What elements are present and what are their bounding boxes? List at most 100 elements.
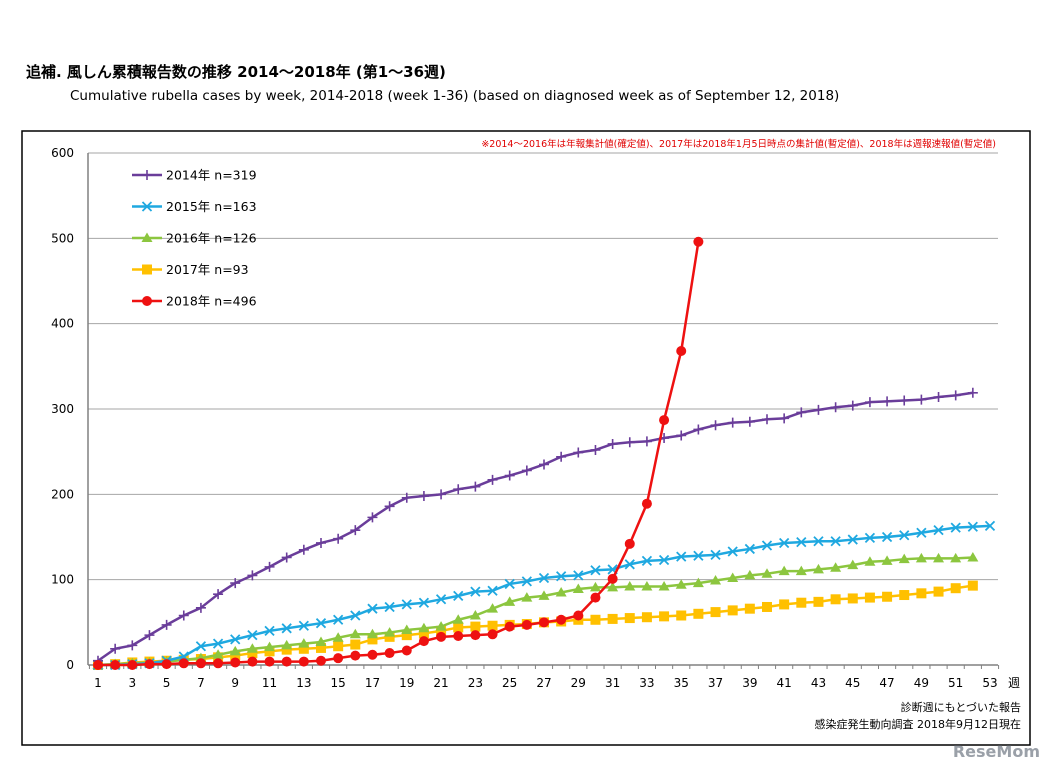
- data-point-circle: [641, 498, 652, 509]
- marker: [384, 648, 395, 659]
- data-point-x: [350, 610, 361, 621]
- data-point-x: [830, 536, 841, 547]
- data-point-square: [916, 588, 927, 599]
- marker: [521, 576, 532, 587]
- data-point-triangle: [812, 563, 824, 574]
- marker: [264, 625, 275, 637]
- y-tick-label: 200: [51, 487, 74, 501]
- marker: [967, 521, 978, 532]
- data-point-plus: [504, 470, 515, 481]
- marker: [298, 656, 309, 667]
- data-point-plus: [676, 430, 687, 441]
- marker: [178, 610, 189, 621]
- data-point-x: [933, 525, 944, 536]
- data-point-x: [333, 614, 344, 625]
- marker: [984, 520, 996, 532]
- marker: [230, 657, 241, 668]
- marker: [264, 561, 275, 572]
- marker: [590, 444, 601, 455]
- data-point-circle: [350, 650, 361, 661]
- data-point-x: [676, 551, 687, 562]
- marker: [333, 641, 344, 652]
- data-point-x: [212, 638, 224, 649]
- x-tick-label: 45: [845, 676, 860, 690]
- marker: [727, 546, 738, 557]
- y-tick-label: 500: [51, 231, 74, 245]
- x-tick-label: 7: [197, 676, 205, 690]
- marker: [555, 586, 567, 597]
- marker: [401, 599, 412, 610]
- marker: [950, 552, 962, 563]
- marker: [710, 549, 721, 561]
- data-point-x: [401, 599, 412, 610]
- data-point-circle: [333, 653, 344, 664]
- data-point-circle: [418, 636, 429, 647]
- marker: [676, 551, 687, 562]
- data-point-triangle: [349, 628, 361, 639]
- data-point-plus: [779, 413, 790, 424]
- data-point-plus: [418, 491, 429, 502]
- marker: [967, 551, 979, 562]
- marker: [384, 601, 395, 613]
- data-point-x: [590, 565, 601, 576]
- marker: [418, 628, 429, 639]
- marker: [676, 430, 687, 441]
- x-tick-label: 1: [94, 676, 102, 690]
- data-point-triangle: [830, 562, 842, 572]
- marker: [813, 404, 824, 415]
- data-point-x: [504, 578, 515, 590]
- x-tick-label: 49: [914, 676, 929, 690]
- marker: [436, 631, 447, 642]
- marker: [350, 650, 361, 661]
- marker: [812, 563, 824, 574]
- data-point-plus: [847, 400, 858, 411]
- marker: [762, 414, 772, 425]
- x-tick-label: 19: [399, 676, 414, 690]
- marker: [899, 395, 910, 406]
- data-point-square: [264, 646, 275, 657]
- data-point-triangle: [692, 577, 704, 588]
- data-point-triangle: [624, 580, 636, 591]
- data-point-square: [779, 599, 790, 610]
- legend-item: 2017年 n=93: [132, 262, 249, 277]
- data-point-x: [247, 629, 258, 641]
- marker: [813, 536, 824, 547]
- marker: [830, 594, 841, 605]
- x-tick-label: 29: [571, 676, 586, 690]
- x-tick-label: 5: [163, 676, 171, 690]
- marker: [641, 580, 653, 591]
- x-tick-label: 3: [128, 676, 136, 690]
- data-point-triangle: [795, 565, 807, 576]
- data-point-circle: [556, 614, 567, 625]
- data-point-x: [538, 572, 550, 584]
- marker: [281, 644, 292, 655]
- marker: [658, 580, 670, 591]
- data-point-triangle: [847, 559, 859, 570]
- data-point-square: [624, 613, 635, 624]
- data-point-square: [470, 621, 481, 632]
- data-point-plus: [521, 465, 532, 476]
- data-point-plus: [950, 390, 961, 401]
- data-point-square: [899, 590, 910, 601]
- data-point-triangle: [281, 639, 293, 650]
- data-point-circle: [110, 660, 121, 670]
- marker: [418, 622, 430, 633]
- marker: [142, 264, 152, 275]
- data-point-plus: [470, 481, 481, 492]
- marker: [556, 614, 567, 625]
- data-point-square: [641, 612, 652, 623]
- data-point-plus: [264, 561, 275, 572]
- data-point-x: [195, 641, 207, 652]
- marker: [693, 550, 704, 561]
- marker: [350, 525, 361, 536]
- data-point-square: [710, 607, 721, 618]
- data-point-plus: [864, 397, 875, 408]
- data-point-x: [418, 597, 430, 608]
- marker: [435, 621, 447, 631]
- marker: [572, 583, 584, 594]
- marker: [110, 660, 121, 670]
- data-point-x: [384, 601, 395, 613]
- data-point-circle: [573, 610, 584, 621]
- data-point-square: [453, 622, 464, 633]
- marker: [659, 415, 670, 426]
